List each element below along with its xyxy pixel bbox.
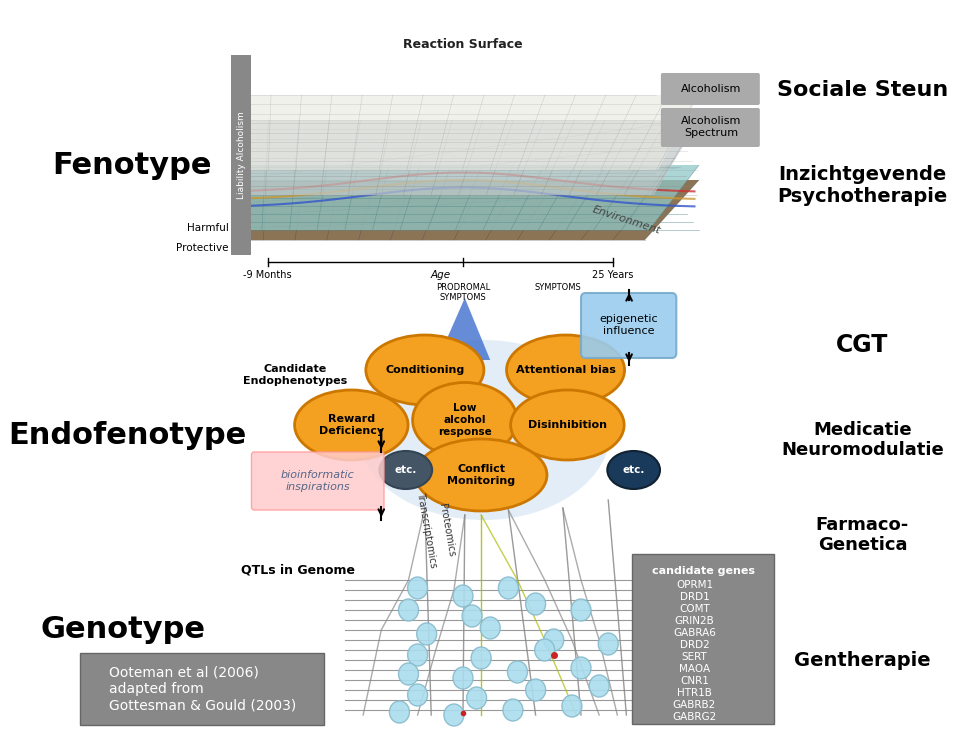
Text: Inzichtgevende
Psychotherapie: Inzichtgevende Psychotherapie xyxy=(778,164,948,206)
Ellipse shape xyxy=(379,451,432,489)
Text: CNR1: CNR1 xyxy=(680,676,708,686)
Text: GABRA6: GABRA6 xyxy=(673,628,716,638)
Ellipse shape xyxy=(467,687,487,709)
Text: Disinhibition: Disinhibition xyxy=(528,420,607,430)
Text: Farmaco-
Genetica: Farmaco- Genetica xyxy=(816,515,909,554)
Ellipse shape xyxy=(535,639,555,661)
Ellipse shape xyxy=(295,390,408,460)
Text: Transcriptomics: Transcriptomics xyxy=(415,491,439,569)
Text: Alcoholism
Spectrum: Alcoholism Spectrum xyxy=(681,116,741,138)
Ellipse shape xyxy=(598,633,618,655)
Ellipse shape xyxy=(471,647,492,669)
Ellipse shape xyxy=(462,605,482,627)
FancyBboxPatch shape xyxy=(581,293,677,358)
Text: Conditioning: Conditioning xyxy=(385,365,465,375)
Ellipse shape xyxy=(357,340,611,520)
FancyBboxPatch shape xyxy=(231,55,252,255)
FancyBboxPatch shape xyxy=(632,554,775,724)
Ellipse shape xyxy=(589,675,610,697)
Polygon shape xyxy=(438,298,491,430)
Text: Ooteman et al (2006)
adapted from
Gottesman & Gould (2003): Ooteman et al (2006) adapted from Gottes… xyxy=(108,666,296,712)
Text: Endofenotype: Endofenotype xyxy=(8,420,246,450)
Ellipse shape xyxy=(526,593,545,615)
Ellipse shape xyxy=(526,679,545,701)
Text: Sociale Steun: Sociale Steun xyxy=(777,80,948,100)
Text: Environment: Environment xyxy=(591,204,661,236)
Text: GRIN2B: GRIN2B xyxy=(675,616,714,626)
Ellipse shape xyxy=(408,644,427,666)
Text: Age: Age xyxy=(430,270,450,280)
Ellipse shape xyxy=(398,599,419,621)
FancyBboxPatch shape xyxy=(660,108,759,147)
Ellipse shape xyxy=(608,451,660,489)
Ellipse shape xyxy=(562,695,582,717)
Ellipse shape xyxy=(390,701,409,723)
Text: CGT: CGT xyxy=(836,333,889,357)
Ellipse shape xyxy=(507,335,625,405)
Ellipse shape xyxy=(408,684,427,706)
Text: Protective: Protective xyxy=(177,243,228,253)
Text: Alcoholism: Alcoholism xyxy=(681,84,741,94)
Ellipse shape xyxy=(503,699,523,721)
Text: DRD1: DRD1 xyxy=(680,592,709,602)
Text: Candidate
Endophenotypes: Candidate Endophenotypes xyxy=(243,364,348,385)
Text: Gentherapie: Gentherapie xyxy=(794,650,931,669)
Text: SYMPTOMS: SYMPTOMS xyxy=(535,283,582,292)
Text: Reward
Deficiency: Reward Deficiency xyxy=(319,414,384,436)
Text: Harmful: Harmful xyxy=(187,223,228,233)
FancyBboxPatch shape xyxy=(80,653,324,725)
FancyBboxPatch shape xyxy=(660,73,759,105)
Text: GABRG2: GABRG2 xyxy=(672,712,716,722)
Ellipse shape xyxy=(453,667,473,689)
Text: Proteomics: Proteomics xyxy=(437,502,456,558)
Text: GABRB2: GABRB2 xyxy=(673,700,716,710)
Text: Liability Alcoholism: Liability Alcoholism xyxy=(237,111,246,199)
Text: Low
alcohol
response: Low alcohol response xyxy=(438,404,492,437)
Text: DRD2: DRD2 xyxy=(680,640,709,650)
Text: Genotype: Genotype xyxy=(40,615,205,645)
Text: Reaction Surface: Reaction Surface xyxy=(403,39,523,52)
Ellipse shape xyxy=(480,617,500,639)
Polygon shape xyxy=(231,165,699,230)
Text: bioinformatic
inspirations: bioinformatic inspirations xyxy=(281,470,354,492)
Ellipse shape xyxy=(398,663,419,685)
Text: SERT: SERT xyxy=(682,652,708,662)
Text: Attentional bias: Attentional bias xyxy=(516,365,615,375)
Text: QTLs in Genome: QTLs in Genome xyxy=(241,564,355,577)
Text: Fenotype: Fenotype xyxy=(52,150,211,180)
Text: PRODROMAL
SYMPTOMS: PRODROMAL SYMPTOMS xyxy=(436,283,491,302)
Polygon shape xyxy=(236,120,699,195)
Text: COMT: COMT xyxy=(679,604,709,614)
Ellipse shape xyxy=(413,383,517,458)
Text: epigenetic
influence: epigenetic influence xyxy=(600,314,659,336)
Ellipse shape xyxy=(511,390,624,460)
Ellipse shape xyxy=(408,577,427,599)
Ellipse shape xyxy=(417,623,437,645)
Ellipse shape xyxy=(416,439,547,511)
Ellipse shape xyxy=(453,585,473,607)
Text: 25 Years: 25 Years xyxy=(592,270,634,280)
Text: Medicatie
Neuromodulatie: Medicatie Neuromodulatie xyxy=(781,420,944,459)
Text: OPRM1: OPRM1 xyxy=(676,580,713,590)
Text: etc.: etc. xyxy=(622,465,645,475)
Polygon shape xyxy=(231,180,699,240)
Text: -9 Months: -9 Months xyxy=(244,270,292,280)
Ellipse shape xyxy=(498,577,518,599)
Ellipse shape xyxy=(571,599,591,621)
Text: MAOA: MAOA xyxy=(679,664,710,674)
Text: Conflict
Monitoring: Conflict Monitoring xyxy=(447,464,516,485)
Text: HTR1B: HTR1B xyxy=(677,688,712,698)
Polygon shape xyxy=(239,95,699,170)
Ellipse shape xyxy=(543,629,564,651)
Ellipse shape xyxy=(508,661,527,683)
Ellipse shape xyxy=(366,335,484,405)
Ellipse shape xyxy=(444,704,464,726)
FancyBboxPatch shape xyxy=(252,452,384,510)
Ellipse shape xyxy=(571,657,591,679)
Text: etc.: etc. xyxy=(395,465,417,475)
Text: candidate genes: candidate genes xyxy=(652,566,756,576)
